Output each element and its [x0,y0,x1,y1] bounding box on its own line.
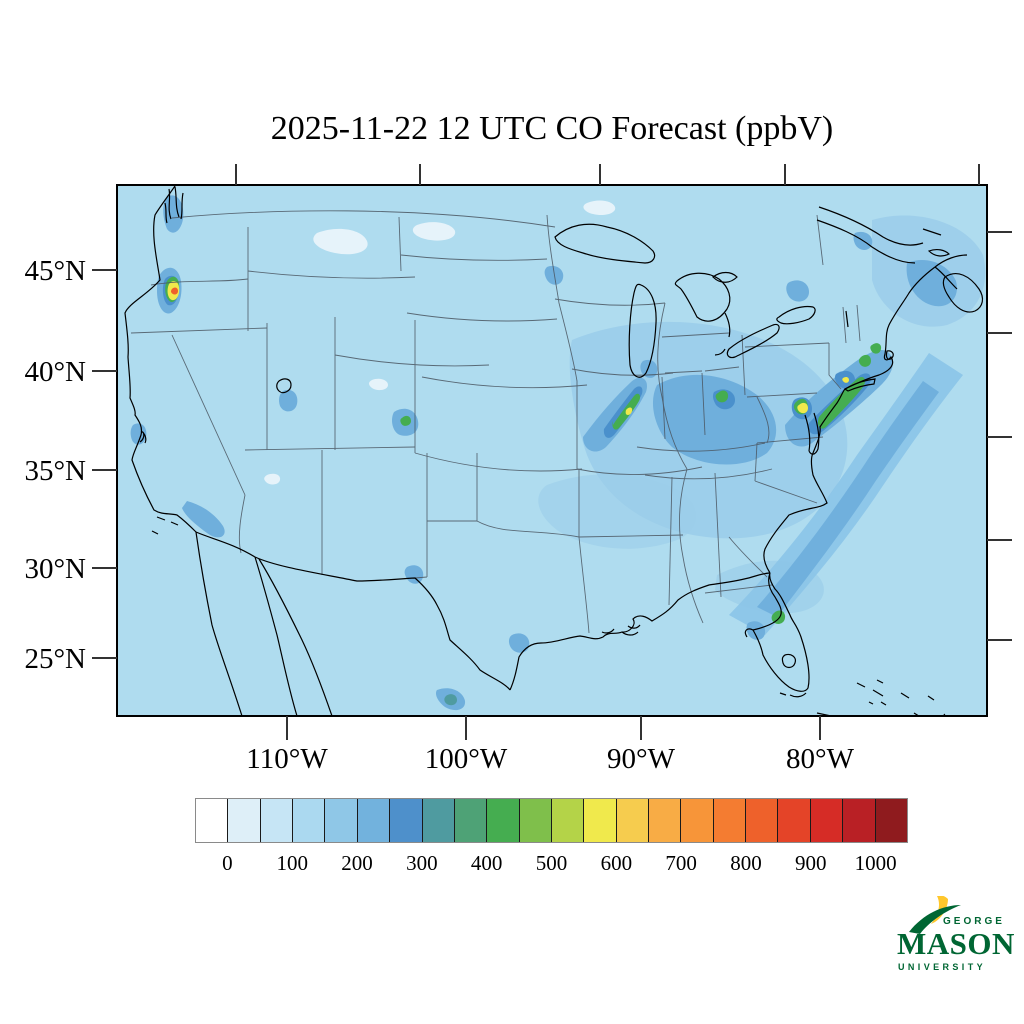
lat-tick-label: 35°N [24,455,86,487]
colorbar-tick-label: 600 [600,851,633,875]
figure-title: 2025-11-22 12 UTC CO Forecast (ppbV) [270,110,834,147]
colorbar-tick-label: 200 [341,851,373,875]
gmu-logo: GEORGE MASON UNIVERSITY [893,895,1015,980]
lat-axis-labels: 45°N 40°N 35°N 30°N 25°N [24,255,86,675]
colorbar-cell [809,799,843,842]
map-data-area [117,185,987,716]
gmu-logo-graphic: GEORGE MASON UNIVERSITY [897,895,1015,972]
map-background-fill [117,185,987,716]
map-plot: 45°N 40°N 35°N 30°N 25°N 110°W 100°W 90°… [24,164,1012,775]
coastline [124,185,984,716]
colorbar-cell [842,799,875,842]
colorbar-cell [486,799,519,842]
colorbar-cell [712,799,746,842]
colorbar-cell [777,799,810,842]
colorbar-cell [874,799,907,842]
colorbar-cells [196,799,907,842]
colorbar-tick-label: 400 [470,851,503,875]
colorbar-tick-label: 0 [222,851,233,875]
lon-tick-label: 90°W [607,743,676,775]
colorbar-cell [745,799,778,842]
colorbar-cell [421,799,454,842]
gmu-leaf-icon [909,905,961,934]
co-low-patches [264,200,616,485]
colorbar-tick-label: 1000 [854,851,897,875]
lon-tick-label: 100°W [425,743,508,775]
gmu-logo-george: GEORGE [943,916,1005,927]
gmu-logo-university: UNIVERSITY [898,962,986,972]
co-teal-blob-monterrey [444,694,457,706]
co-offshore-plume-core [757,381,939,617]
co-orange-core-portland [171,287,178,295]
state-borders [130,210,861,634]
colorbar-tick-label: 100 [276,851,308,875]
colorbar-cell [196,799,228,842]
lat-tick-label: 30°N [24,553,86,585]
lon-tick-label: 110°W [246,743,328,775]
colorbar-cell [292,799,325,842]
colorbar-cell [356,799,390,842]
colorbar-cell [680,799,713,842]
colorbar-cell [550,799,584,842]
lat-tick-label: 25°N [24,643,86,675]
lon-tick-label: 80°W [786,743,855,775]
colorbar-tick-label: 300 [406,851,438,875]
colorbar-cell [453,799,487,842]
axis-ticks [92,164,1012,740]
colorbar-cell [648,799,681,842]
colorbar-tick-label: 900 [795,851,827,875]
colorbar-tick-label: 700 [665,851,697,875]
colorbar-tick-label: 500 [535,851,568,875]
colorbar [195,798,908,843]
map-frame [116,184,988,717]
gmu-logo-mason: MASON [897,926,1015,961]
colorbar-labels: 0 100 200 300 400 500 600 700 800 900 1000 [195,851,908,877]
colorbar-tick-label: 800 [730,851,762,875]
colorbar-cell [227,799,260,842]
colorbar-cell [583,799,616,842]
lat-tick-label: 45°N [24,255,86,287]
colorbar-cell [518,799,551,842]
lon-axis-labels: 110°W 100°W 90°W 80°W [246,743,854,775]
colorbar-cell [324,799,357,842]
lat-tick-label: 40°N [24,356,86,388]
colorbar-cell [389,799,422,842]
colorbar-cell [259,799,293,842]
colorbar-cell [615,799,649,842]
